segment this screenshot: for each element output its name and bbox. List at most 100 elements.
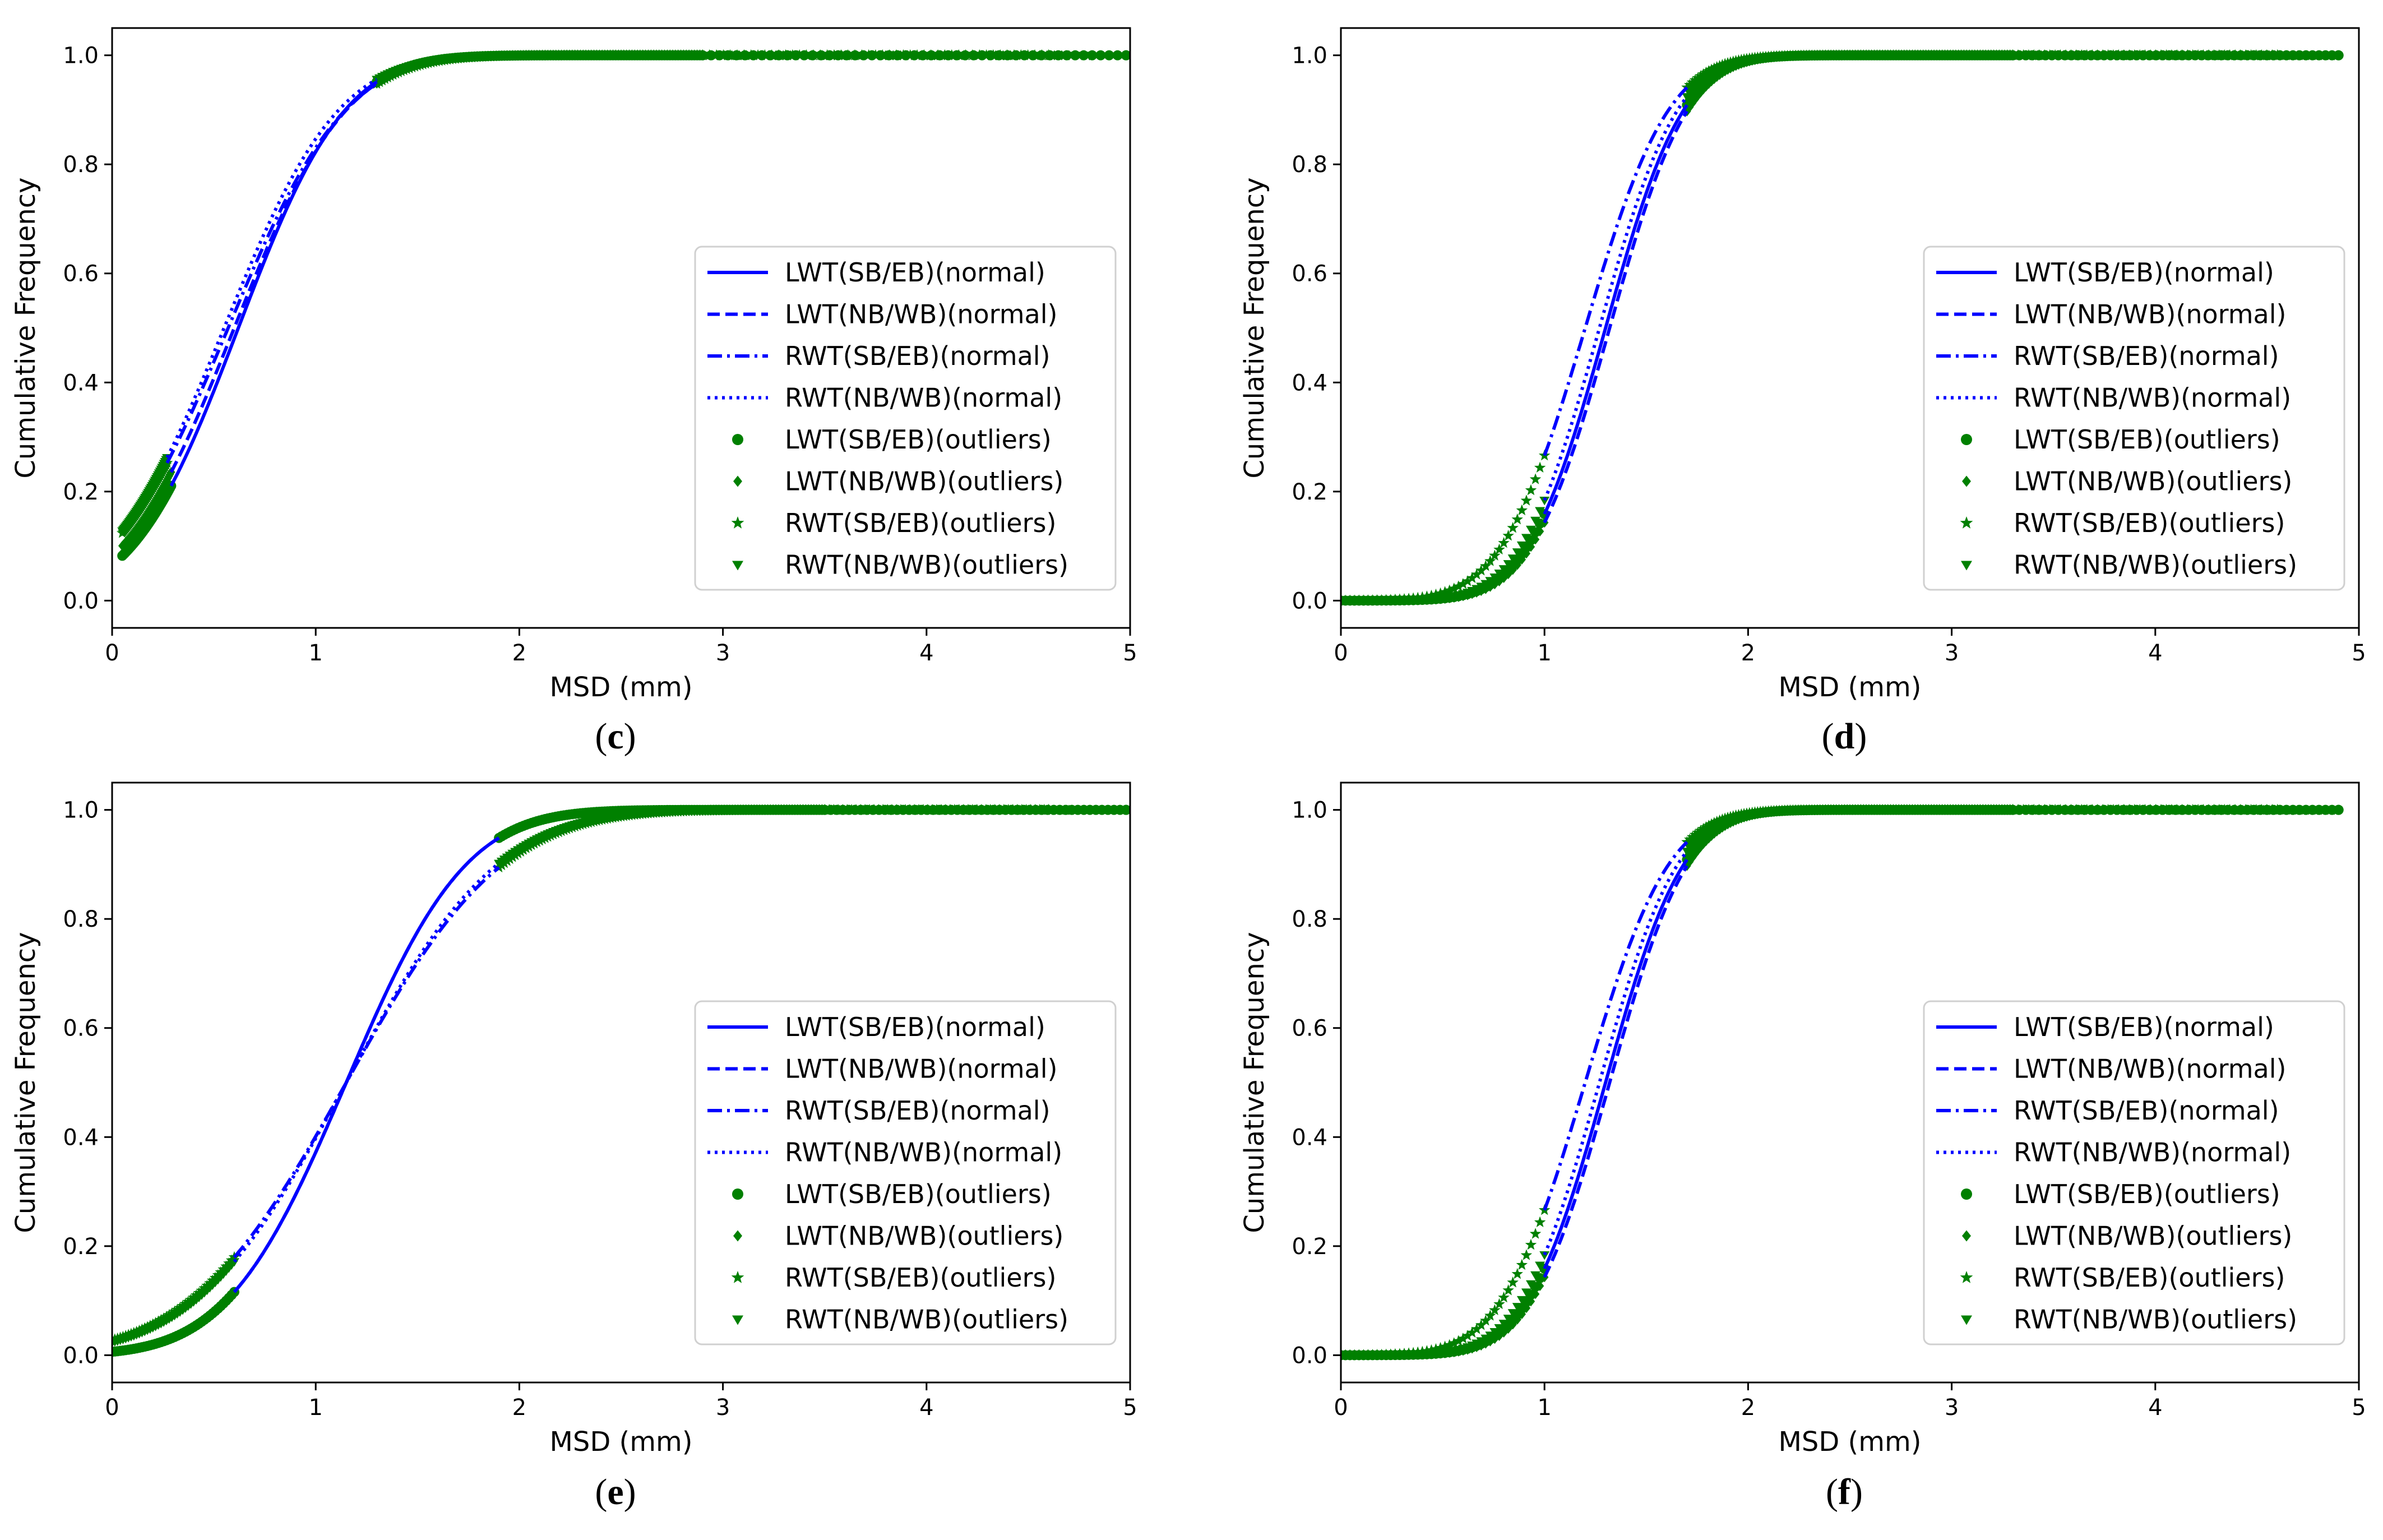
outlier-point: [2162, 806, 2173, 815]
outlier-point: [2026, 52, 2037, 61]
outlier-point: [2111, 52, 2121, 61]
outlier-point: [1503, 1315, 1514, 1324]
outlier-point: [813, 52, 824, 61]
outlier-point: [2322, 806, 2333, 815]
x-axis-label: MSD (mm): [549, 672, 692, 703]
outlier-series-triangle: [117, 52, 1095, 536]
outlier-point: [2052, 52, 2063, 61]
x-tick-label: 1: [1537, 640, 1551, 666]
legend-marker-star: [731, 516, 744, 529]
legend-label: LWT(SB/EB)(outliers): [785, 1179, 1052, 1209]
outlier-point: [1443, 1339, 1455, 1350]
outlier-point: [790, 52, 800, 61]
outlier-point: [2200, 806, 2211, 815]
outlier-point: [1502, 529, 1514, 541]
outlier-point: [1500, 572, 1508, 583]
outlier-point: [728, 52, 739, 61]
x-axis-label: MSD (mm): [1778, 672, 1921, 703]
y-tick-label: 0.8: [1292, 152, 1327, 178]
outlier-point: [929, 52, 940, 61]
legend-label: RWT(SB/EB)(outliers): [2014, 1262, 2285, 1293]
outlier-point: [2085, 52, 2095, 61]
y-tick-label: 0.0: [63, 1343, 99, 1368]
outlier-point: [863, 49, 874, 61]
x-tick-label: 4: [2148, 1395, 2162, 1421]
outlier-point: [2123, 52, 2134, 61]
legend-marker-triangle: [1961, 1315, 1972, 1325]
legend-label: RWT(SB/EB)(normal): [2014, 341, 2279, 371]
outlier-point: [1710, 828, 1719, 839]
outlier-point: [2213, 806, 2224, 815]
outlier-point: [2297, 52, 2308, 61]
y-tick-label: 0.2: [1292, 479, 1327, 505]
outlier-series-triangle: [1341, 52, 2340, 606]
outlier-point: [2310, 52, 2320, 61]
outlier-point: [736, 52, 747, 61]
outlier-point: [1485, 1331, 1496, 1340]
outlier-point: [875, 52, 886, 61]
outlier-point: [976, 52, 987, 61]
legend-marker-diamond: [733, 1230, 742, 1242]
outlier-point: [999, 52, 1010, 61]
outlier-point: [2155, 806, 2166, 815]
outlier-point: [1430, 588, 1442, 600]
legend-label: RWT(NB/WB)(outliers): [785, 550, 1068, 580]
legend-label: LWT(SB/EB)(outliers): [785, 424, 1052, 455]
outlier-point: [705, 52, 716, 61]
outlier-point: [1534, 461, 1546, 473]
line-solid: [1543, 104, 1688, 515]
outlier-point: [860, 52, 871, 61]
outlier-point: [2052, 806, 2063, 815]
outlier-point: [1084, 52, 1095, 61]
outlier-point: [731, 49, 743, 61]
legend-label: RWT(SB/EB)(outliers): [785, 1262, 1056, 1293]
line-dashed: [169, 82, 378, 473]
outlier-point: [2278, 806, 2288, 815]
outlier-point: [1435, 1342, 1446, 1353]
outlier-point: [1686, 856, 1694, 867]
legend-frame: [694, 1000, 1117, 1345]
outlier-point: [2329, 806, 2340, 815]
outlier-point: [759, 52, 770, 61]
outlier-point: [2039, 52, 2050, 61]
outlier-point: [2020, 806, 2031, 815]
outlier-point: [2252, 806, 2262, 815]
panel-caption: (f): [1826, 1472, 1863, 1513]
line-dotted: [165, 77, 378, 459]
outlier-point: [1516, 1259, 1528, 1270]
y-tick-label: 0.0: [63, 588, 99, 614]
legend-label: LWT(NB/WB)(outliers): [785, 1221, 1063, 1251]
outlier-point: [1494, 570, 1505, 579]
outlier-point: [1530, 516, 1541, 526]
panel-caption: (e): [595, 1472, 636, 1513]
x-tick-label: 4: [2148, 640, 2162, 666]
line-solid: [169, 80, 378, 487]
outlier-markers: [112, 803, 1130, 1357]
outlier-point: [2291, 52, 2301, 61]
x-tick-label: 3: [716, 1395, 730, 1421]
outlier-point: [1511, 1268, 1523, 1279]
legend-label: RWT(NB/WB)(outliers): [2014, 550, 2297, 580]
outlier-point: [1489, 1328, 1500, 1337]
outlier-point: [1502, 1284, 1514, 1296]
outlier-point: [2220, 52, 2231, 61]
outlier-point: [1507, 521, 1519, 533]
outlier-point: [2104, 806, 2114, 815]
y-tick-label: 0.6: [63, 261, 99, 287]
line-dotted: [233, 862, 500, 1263]
x-tick-label: 3: [716, 640, 730, 666]
legend-label: RWT(SB/EB)(normal): [785, 1095, 1051, 1126]
outlier-point: [1522, 1303, 1531, 1314]
line-dashdot: [165, 82, 378, 464]
outlier-point: [1535, 507, 1546, 516]
chart-panel-d: 0 1 2 3 4 5 0.0 0.2 0.4 0.6 0.8 1.0 MSD (mm) Cumulati…: [1239, 27, 2366, 757]
outlier-point: [829, 52, 839, 61]
legend-label: LWT(SB/EB)(outliers): [2014, 424, 2280, 455]
line-dashdot: [1543, 840, 1688, 1211]
legend-label: LWT(NB/WB)(normal): [2014, 1054, 2286, 1084]
outlier-point: [1461, 575, 1474, 586]
legend-marker-triangle: [1961, 561, 1972, 571]
outlier-point: [2078, 52, 2089, 61]
outlier-point: [1520, 1249, 1533, 1260]
outlier-point: [1489, 549, 1501, 561]
